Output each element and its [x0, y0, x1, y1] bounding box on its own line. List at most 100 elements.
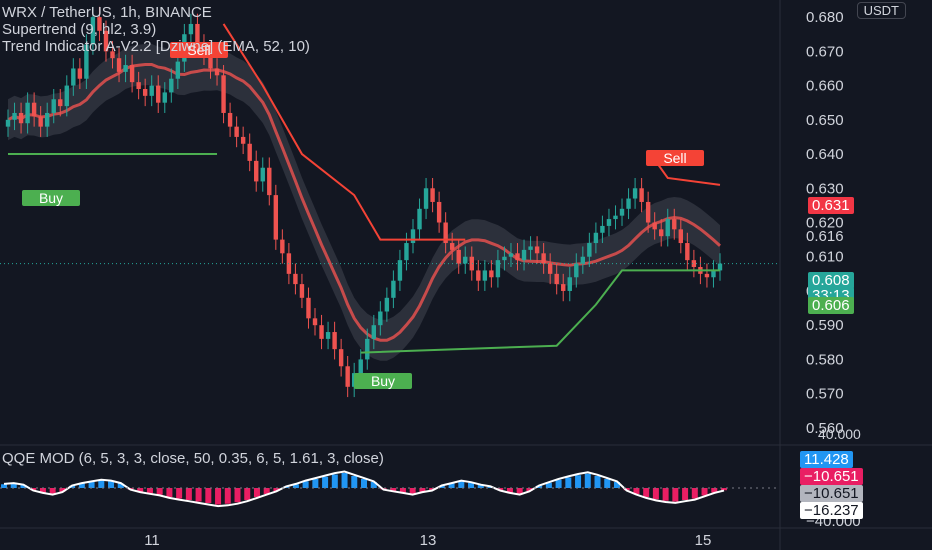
- candle-45: [299, 284, 305, 298]
- price-tick-1: 0.670: [806, 43, 844, 60]
- qqe-bar-25: [244, 488, 251, 500]
- candle-34: [227, 112, 233, 127]
- sell-label-2: Sell: [663, 150, 686, 166]
- sell-label-1-bg: [170, 42, 228, 58]
- qqe-tag-2: −10.651: [800, 468, 863, 485]
- qqe-tag-4: −16.237: [800, 502, 863, 519]
- candle-74: [489, 270, 494, 278]
- candle-39: [260, 167, 265, 182]
- candle-54: [358, 359, 363, 374]
- candle-12: [84, 44, 89, 79]
- candle-31: [208, 54, 213, 69]
- candle-10: [71, 68, 76, 86]
- candle-60: [397, 260, 403, 281]
- qqe-bar-12: [117, 483, 124, 488]
- qqe-bar-2: [20, 485, 27, 488]
- candle-94: [619, 208, 625, 216]
- qqe-bar-42: [409, 488, 416, 494]
- candle-36: [240, 136, 246, 144]
- supertrend-down-1: [222, 23, 466, 241]
- candle-92: [606, 219, 612, 226]
- qqe-bar-43: [419, 488, 426, 492]
- candle-4: [31, 102, 37, 117]
- qqe-bar-63: [613, 482, 620, 488]
- candle-64: [423, 188, 429, 209]
- candle-82: [541, 253, 546, 264]
- qqe-bar-62: [604, 479, 611, 488]
- qqe-bar-27: [263, 488, 270, 494]
- qqe-legend[interactable]: QQE MOD (6, 5, 3, 3, close, 50, 0.35, 6,…: [2, 450, 384, 467]
- qqe-bar-73: [711, 488, 718, 493]
- candle-109: [717, 263, 723, 271]
- qqe-bar-35: [341, 473, 348, 488]
- candle-5: [38, 116, 43, 127]
- qqe-bar-53: [516, 488, 523, 494]
- candle-55: [365, 338, 370, 360]
- candle-32: [214, 68, 220, 76]
- qqe-bar-47: [458, 481, 465, 488]
- candle-57: [378, 311, 383, 326]
- candle-99: [652, 222, 657, 230]
- candle-13: [90, 17, 96, 45]
- candle-26: [175, 61, 181, 79]
- price-tick-13: 0.560: [806, 420, 844, 437]
- candle-6: [44, 112, 50, 127]
- qqe-bar-36: [351, 476, 358, 488]
- candle-23: [156, 85, 161, 103]
- candle-80: [528, 246, 533, 250]
- candle-29: [195, 23, 200, 45]
- time-label-1: 13: [420, 532, 437, 549]
- candle-68: [449, 243, 455, 250]
- candle-52: [345, 366, 350, 387]
- candle-78: [515, 253, 520, 261]
- sell-label-1: Sell: [187, 42, 210, 58]
- qqe-bar-30: [292, 484, 299, 488]
- qqe-bar-59: [575, 475, 582, 488]
- candle-20: [136, 82, 141, 89]
- candle-41: [273, 195, 279, 240]
- qqe-bar-11: [108, 481, 115, 488]
- price-tick-12: 0.570: [806, 386, 844, 403]
- candle-56: [371, 325, 376, 339]
- candle-59: [391, 280, 396, 298]
- qqe-bar-66: [643, 488, 650, 497]
- candle-38: [254, 160, 259, 182]
- qqe-bar-41: [399, 488, 406, 493]
- qqe-bar-24: [234, 488, 241, 503]
- qqe-bar-21: [205, 488, 212, 503]
- candle-50: [332, 332, 337, 350]
- candle-95: [626, 198, 631, 209]
- last-price-tag: 0.631: [808, 197, 854, 214]
- qqe-bar-23: [224, 488, 231, 504]
- qqe-bar-54: [526, 488, 533, 491]
- candle-37: [247, 143, 252, 161]
- candle-96: [632, 188, 638, 199]
- price-tick-10: 0.590: [806, 317, 844, 334]
- candle-105: [691, 260, 697, 267]
- qqe-bar-3: [30, 488, 37, 491]
- candle-77: [508, 253, 514, 257]
- currency-button[interactable]: USDT: [856, 2, 906, 19]
- candle-0: [5, 119, 11, 127]
- qqe-bar-16: [156, 488, 163, 495]
- candle-9: [64, 85, 69, 107]
- supertrend-legend[interactable]: Supertrend (9, hl2, 3.9): [2, 21, 157, 38]
- candle-73: [482, 270, 488, 281]
- candle-11: [77, 68, 83, 79]
- candle-108: [711, 270, 716, 278]
- candle-89: [587, 243, 592, 257]
- candle-91: [600, 225, 605, 233]
- qqe-bar-31: [302, 481, 309, 488]
- buy-label-2: Buy: [371, 373, 395, 389]
- trend-indicator-legend[interactable]: Trend Indicator A-V2.2 [Dziwne] (EMA, 52…: [2, 38, 310, 55]
- candle-107: [704, 273, 710, 278]
- price-tick-6: 0.620: [806, 215, 844, 232]
- candle-93: [613, 215, 618, 220]
- time-label-2: 15: [695, 532, 712, 549]
- candle-75: [495, 260, 501, 278]
- candle-103: [678, 229, 684, 244]
- candle-61: [404, 243, 409, 261]
- price-tick-2: 0.660: [806, 78, 844, 95]
- qqe-bar-10: [98, 480, 105, 488]
